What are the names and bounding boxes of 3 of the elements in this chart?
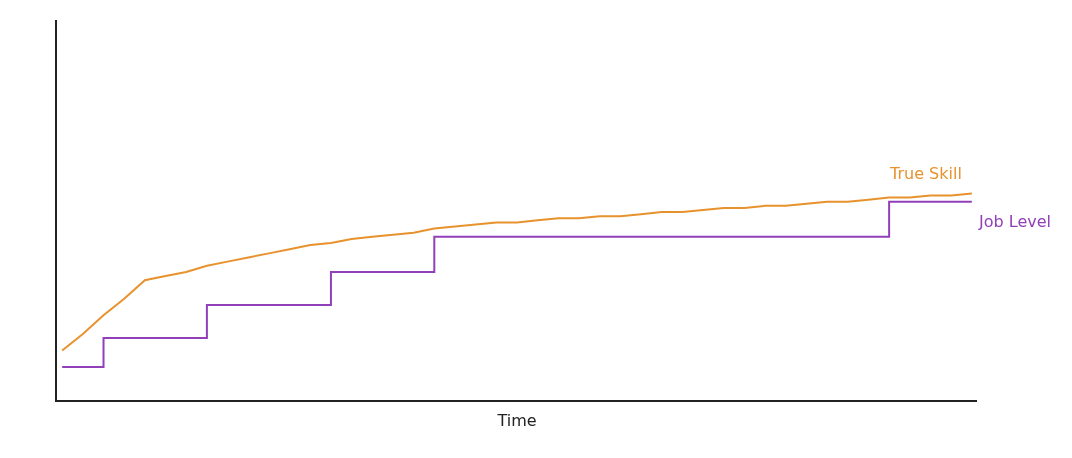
x-axis-title: Time bbox=[496, 410, 537, 430]
series-label: Job Level bbox=[978, 212, 1051, 231]
series-label: True Skill bbox=[889, 164, 962, 183]
